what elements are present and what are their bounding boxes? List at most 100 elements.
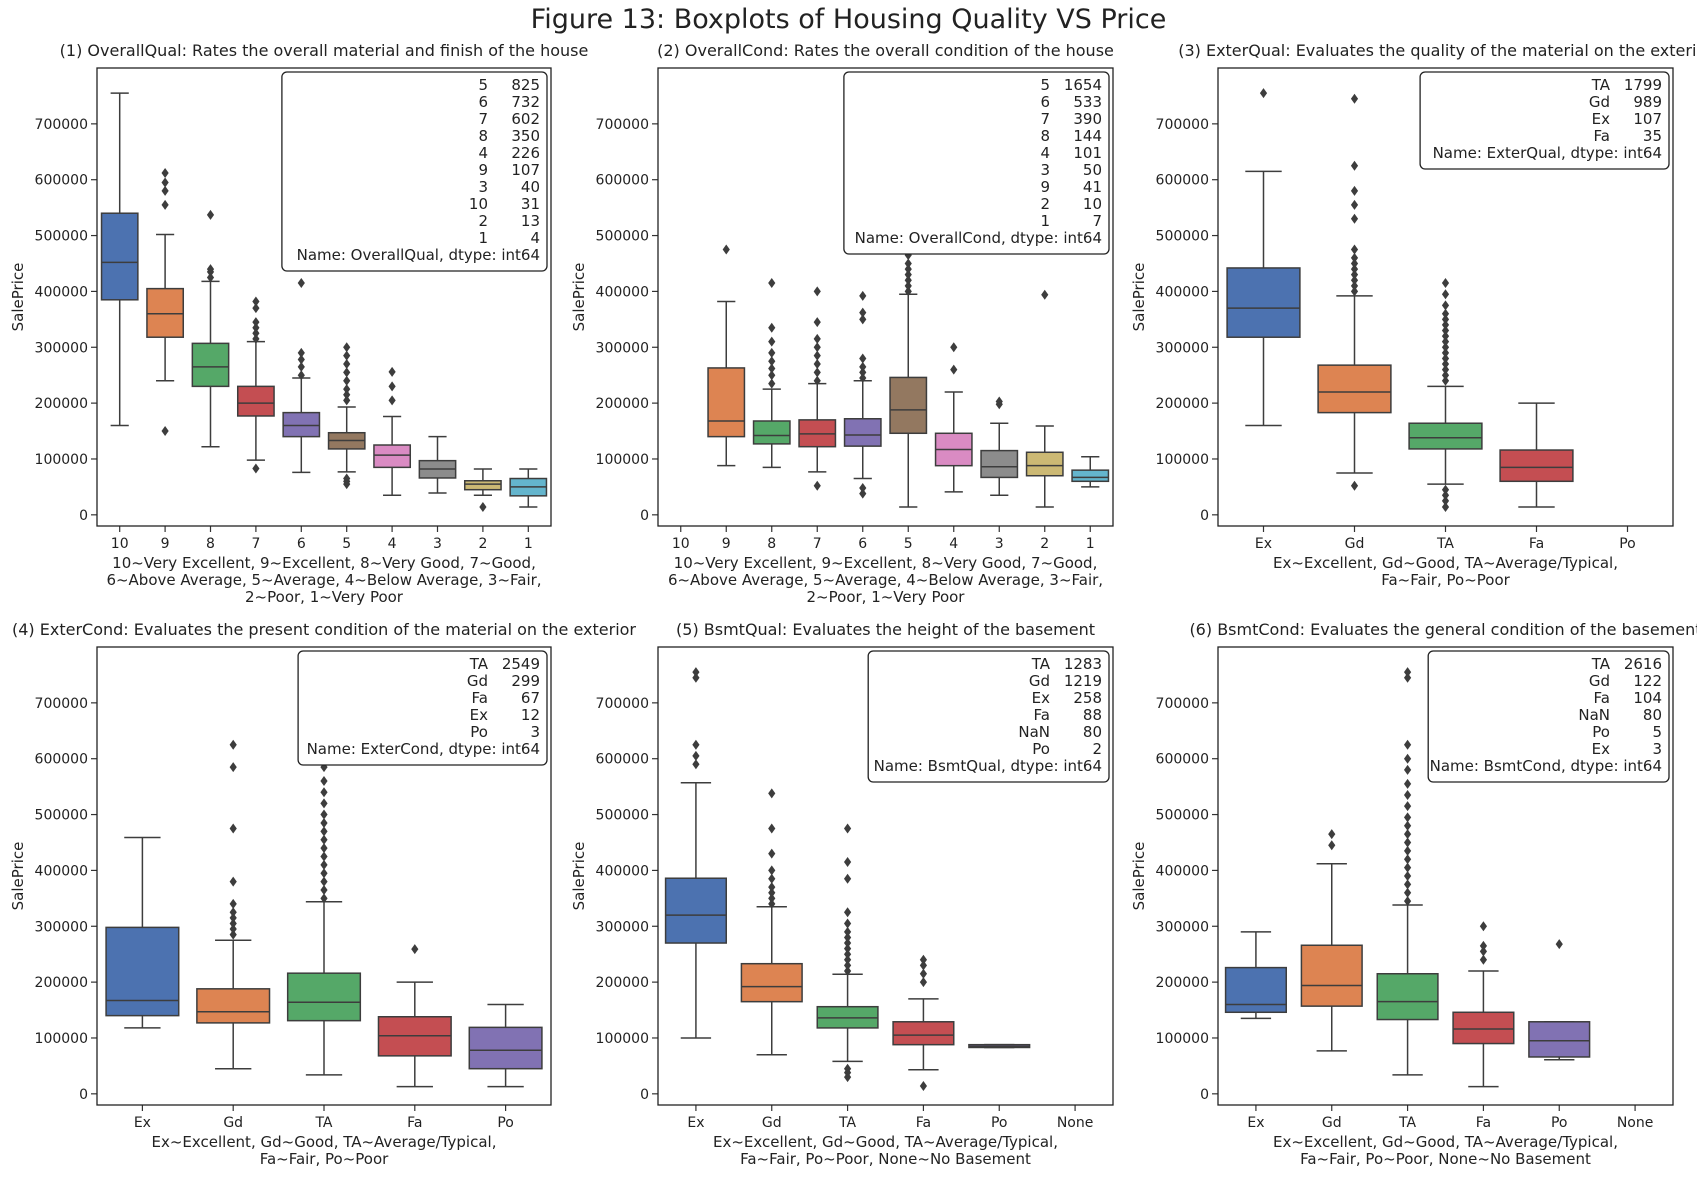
box-body bbox=[843, 418, 882, 447]
outlier-point bbox=[919, 977, 928, 988]
y-axis-label: SalePrice bbox=[570, 263, 588, 332]
outlier-point bbox=[904, 269, 912, 280]
outlier-point bbox=[229, 929, 237, 940]
x-tick-label: Po bbox=[991, 1115, 1008, 1131]
outlier-point bbox=[1441, 347, 1450, 358]
outlier-point bbox=[252, 463, 260, 474]
box-body bbox=[236, 385, 275, 417]
outlier-point bbox=[813, 286, 821, 297]
box-Gd bbox=[740, 788, 803, 1056]
outlier-point bbox=[1350, 213, 1359, 224]
box-body bbox=[1376, 972, 1439, 1021]
legend-category: 2 bbox=[1040, 195, 1050, 213]
outlier-point bbox=[411, 944, 419, 955]
y-tick-label: 700000 bbox=[1156, 117, 1209, 133]
outlier-point bbox=[161, 185, 169, 196]
outlier-point bbox=[229, 876, 237, 887]
outlier-point bbox=[692, 759, 700, 770]
legend-category: TA bbox=[469, 655, 489, 673]
outlier-point bbox=[1441, 375, 1450, 386]
x-tick-label: Po bbox=[1551, 1115, 1568, 1131]
plot-frame bbox=[1217, 67, 1674, 527]
legend-count: 80 bbox=[1643, 706, 1662, 724]
box-body bbox=[1226, 267, 1301, 338]
outlier-point bbox=[919, 954, 928, 965]
outlier-point bbox=[692, 672, 700, 683]
box-Fa bbox=[1499, 402, 1574, 508]
outlier-point bbox=[1441, 325, 1450, 336]
outlier-point bbox=[320, 776, 328, 787]
x-tick-label: Gd bbox=[762, 1115, 782, 1131]
x-tick-label: 8 bbox=[767, 536, 776, 552]
y-tick-label: 500000 bbox=[1156, 229, 1209, 245]
outlier-point bbox=[950, 342, 958, 353]
x-tick-label: Po bbox=[497, 1115, 514, 1131]
outlier-point bbox=[1403, 790, 1412, 801]
outlier-point bbox=[768, 887, 776, 898]
legend-count: 10 bbox=[1083, 195, 1102, 213]
y-tick-label: 0 bbox=[640, 508, 649, 524]
y-tick-label: 600000 bbox=[1156, 752, 1209, 768]
x-tick-label: 5 bbox=[904, 536, 913, 552]
box-body bbox=[373, 444, 412, 469]
legend-footer: Name: BsmtCond, dtype: int64 bbox=[1430, 757, 1662, 775]
outlier-point bbox=[768, 823, 776, 834]
legend-category: 5 bbox=[1040, 76, 1050, 94]
plot-frame bbox=[657, 67, 1114, 527]
outlier-point bbox=[343, 375, 351, 386]
box-5 bbox=[889, 250, 928, 508]
outlier-point bbox=[1403, 778, 1412, 789]
y-tick-label: 300000 bbox=[35, 340, 88, 356]
legend-count: 3 bbox=[1652, 740, 1662, 758]
box-body bbox=[980, 449, 1019, 479]
y-tick-label: 100000 bbox=[596, 1031, 649, 1047]
outlier-point bbox=[1479, 946, 1488, 957]
y-tick-label: 300000 bbox=[596, 340, 649, 356]
box-Po bbox=[1528, 939, 1591, 1061]
outlier-point bbox=[843, 938, 852, 949]
outlier-point bbox=[343, 473, 351, 484]
box-body bbox=[1499, 449, 1574, 483]
x-tick-label: 3 bbox=[433, 536, 442, 552]
outlier-point bbox=[843, 949, 852, 960]
outlier-point bbox=[206, 209, 215, 220]
legend-count: 5 bbox=[1652, 723, 1662, 741]
legend-category: 7 bbox=[1040, 110, 1050, 128]
x-tick-label: Fa bbox=[1476, 1115, 1491, 1131]
y-tick-label: 500000 bbox=[35, 229, 88, 245]
outlier-point bbox=[1403, 812, 1412, 823]
legend-category: Ex bbox=[1592, 110, 1610, 128]
outlier-point bbox=[229, 918, 237, 929]
legend-category: 6 bbox=[1040, 93, 1050, 111]
box-body bbox=[1317, 364, 1392, 414]
outlier-point bbox=[859, 307, 867, 318]
plot-frame bbox=[657, 646, 1114, 1106]
x-tick-label: 7 bbox=[251, 536, 260, 552]
box-2 bbox=[463, 468, 502, 513]
legend-box bbox=[843, 71, 1110, 255]
y-axis-label: SalePrice bbox=[1130, 842, 1148, 911]
outlier-point bbox=[1441, 314, 1450, 325]
outlier-point bbox=[320, 876, 328, 887]
x-tick-label: Gd bbox=[1345, 536, 1365, 552]
legend-category: Gd bbox=[1589, 672, 1610, 690]
outlier-point bbox=[161, 426, 169, 437]
legend-count: 1654 bbox=[1064, 76, 1102, 94]
box-Po bbox=[968, 1043, 1031, 1049]
outlier-point bbox=[1259, 88, 1268, 99]
y-tick-label: 700000 bbox=[596, 117, 649, 133]
legend-count: 989 bbox=[1633, 93, 1662, 111]
legend-count: 35 bbox=[1643, 127, 1662, 145]
legend-category: Gd bbox=[1029, 672, 1050, 690]
legend-count: 13 bbox=[521, 212, 540, 230]
outlier-point bbox=[1350, 258, 1359, 269]
box-8 bbox=[191, 209, 230, 448]
outlier-point bbox=[343, 359, 351, 370]
legend-category: 4 bbox=[478, 144, 488, 162]
x-tick-label: Ex bbox=[687, 1115, 704, 1131]
outlier-point bbox=[859, 353, 867, 364]
outlier-point bbox=[813, 350, 821, 361]
x-axis-label: Fa~Fair, Po~Poor bbox=[260, 1150, 389, 1168]
outlier-point bbox=[1403, 753, 1412, 764]
